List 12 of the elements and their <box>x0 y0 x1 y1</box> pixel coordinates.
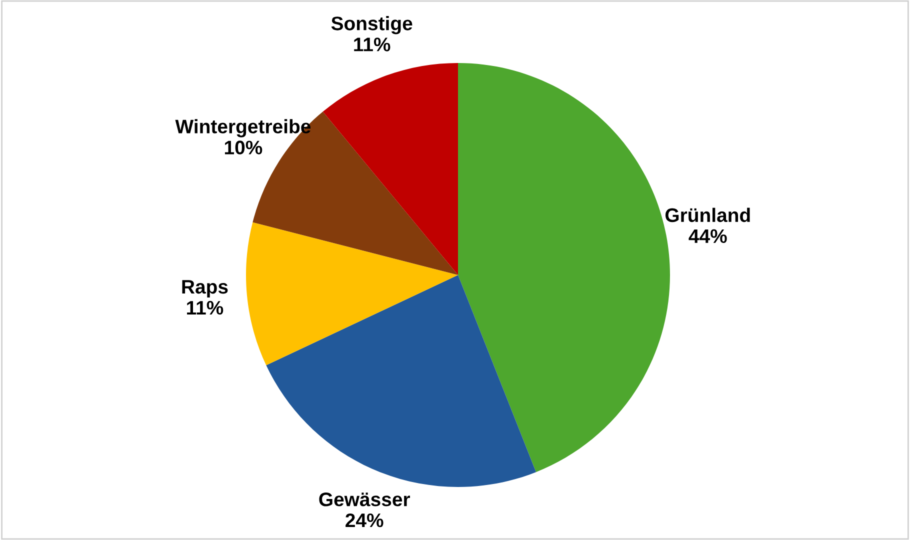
pie-slice <box>246 222 458 366</box>
data-label: 11% <box>354 38 390 52</box>
data-label: 24% <box>346 513 384 528</box>
pie-slice <box>322 63 458 275</box>
data-label: 11% <box>187 300 224 315</box>
pie-slice <box>266 275 536 487</box>
slice-label: Gewässer <box>319 492 410 506</box>
slice-label: Grünland <box>665 208 750 222</box>
slice-label: Sonstige <box>331 16 412 34</box>
slice-label: Raps <box>182 280 228 298</box>
data-label: 10% <box>224 140 262 154</box>
data-label: 44% <box>688 229 727 243</box>
